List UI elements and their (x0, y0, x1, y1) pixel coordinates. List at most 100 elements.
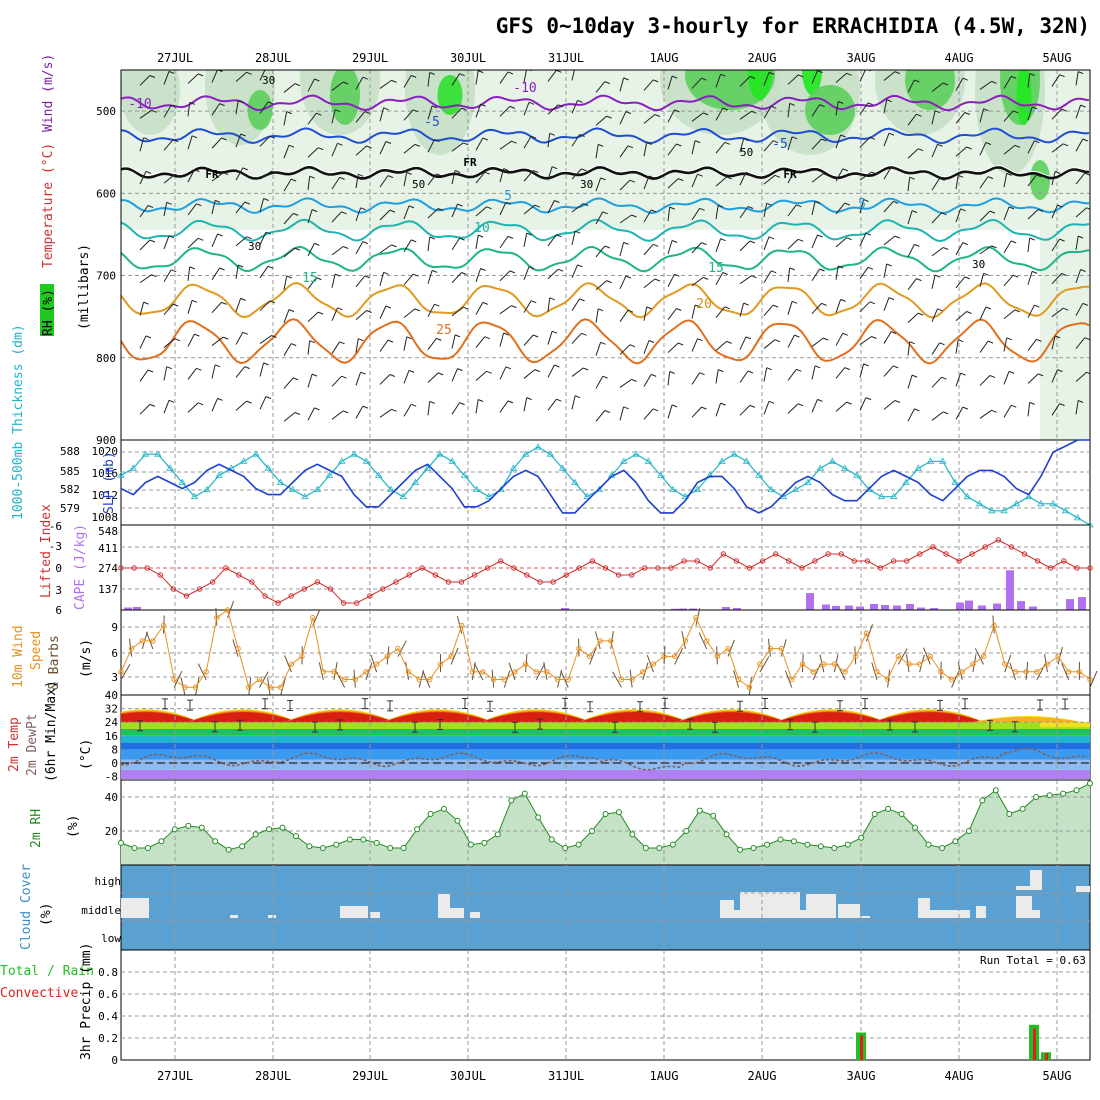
wind-barb-flag (983, 108, 989, 112)
cloud-middle-bar (918, 898, 930, 918)
wind10m-point (1076, 669, 1083, 675)
wind-barb (259, 266, 269, 279)
cloud-middle-bar (806, 894, 836, 918)
wind10m-barb (610, 631, 614, 649)
wind-barb-flag (294, 247, 301, 251)
temp-minmax (812, 721, 818, 733)
wind-barb (211, 233, 218, 248)
wind-barb-flag (337, 142, 343, 146)
run-total: Run Total = 0.63 (980, 954, 1086, 967)
lifted-index-point (288, 593, 294, 599)
wind10m-point (522, 661, 529, 667)
wind-barb-flag (631, 378, 637, 382)
thickness-point (583, 492, 591, 500)
wind-barb (163, 105, 172, 118)
wind-barb-flag (798, 74, 804, 78)
wind-barb (595, 211, 604, 225)
wind-barb-flag (983, 272, 989, 276)
wind-barb (619, 145, 629, 158)
wind-barb-flag (173, 139, 179, 143)
wind-barb-flag (457, 203, 463, 207)
rh2m-point (1073, 787, 1080, 794)
wind-barb-flag (846, 72, 852, 76)
wind-barb (931, 274, 936, 289)
cloud-middle-bar (450, 908, 464, 918)
wind-barb-flag (316, 277, 322, 281)
wind-barb (667, 207, 671, 222)
date-label-bottom: 31JUL (548, 1069, 584, 1083)
wind-barb-flag (962, 406, 968, 410)
wind-barb (571, 203, 584, 213)
wind-barb-flag (671, 240, 678, 243)
wind-barb-flag (531, 135, 537, 139)
wind-barb-flag (937, 143, 943, 147)
wind-barb (187, 367, 197, 380)
thickness-point (816, 464, 824, 471)
wind10m-label-1: 10m Wind (11, 625, 26, 688)
wind-barb (859, 397, 867, 411)
wind-barb (931, 342, 941, 355)
date-label-top: 27JUL (157, 51, 193, 65)
lifted-index-point (655, 565, 661, 571)
wind-barb-flag (288, 309, 295, 313)
wind-barb-flag (391, 79, 397, 83)
wind-barb-flag (484, 171, 490, 175)
wind-barb-flag (309, 175, 315, 179)
wind-barb-flag (343, 81, 349, 85)
wind-barb (547, 331, 553, 345)
contour-label: -5 (424, 115, 440, 130)
wind-barb-flag (914, 408, 920, 412)
wind-barb-flag (939, 342, 945, 346)
wind-barb (523, 233, 528, 247)
wind-barb-flag (989, 210, 996, 214)
wind-barb-flag (143, 301, 149, 305)
lifted-index-point (118, 565, 124, 571)
wind-barb-flag (694, 140, 701, 144)
wind-barb-flag (246, 400, 252, 404)
cloud-level-label: middle (81, 904, 121, 917)
wind-barb-flag (817, 70, 823, 74)
lifted-index-point (851, 558, 857, 564)
wind-barb (883, 297, 890, 311)
wind-barb-flag (943, 82, 949, 86)
contour-label: 15 (708, 261, 724, 276)
wind-barb (1075, 71, 1079, 86)
wind-barb-flag (533, 170, 539, 173)
wind10m-point (1023, 669, 1029, 675)
wind-barb-flag (891, 331, 897, 335)
upper-grid (121, 70, 1090, 440)
wind-barb-flag (271, 335, 277, 338)
wind-barb (739, 370, 749, 383)
temp-minmax (287, 700, 293, 711)
thickness-point (288, 485, 297, 492)
wind10m-barb (646, 655, 654, 673)
wind-barb-flag (891, 166, 897, 170)
rh2m-point (481, 839, 488, 846)
wind-barb (187, 237, 199, 249)
wind-barb-flag (771, 105, 777, 109)
wind-barb (571, 70, 575, 81)
wind-barb (355, 145, 367, 156)
wind-barb (523, 170, 534, 182)
wind-barb (619, 214, 632, 224)
contour-label: 15 (302, 271, 318, 286)
wind-barb-flag (434, 303, 440, 307)
wind-barb-flag (623, 406, 629, 410)
wind10m-point (789, 676, 795, 683)
wind-barb (379, 244, 392, 254)
wind-barb (691, 276, 704, 287)
date-label-bottom: 27JUL (157, 1069, 193, 1083)
rh2m-point (710, 812, 717, 819)
wind-barb (379, 175, 389, 188)
temp-hump (285, 712, 395, 723)
wind-barb (523, 135, 532, 149)
wind-barb (787, 267, 791, 282)
wind-barb (931, 110, 936, 125)
wind-barb-flag (505, 366, 512, 370)
wind-barb-flag (581, 332, 587, 336)
wind-barb-flag (267, 265, 274, 269)
lifted-index-point (144, 565, 150, 571)
wind10m-point (235, 645, 241, 652)
wind-barb-flag (865, 232, 872, 236)
wind-barb (307, 112, 317, 125)
